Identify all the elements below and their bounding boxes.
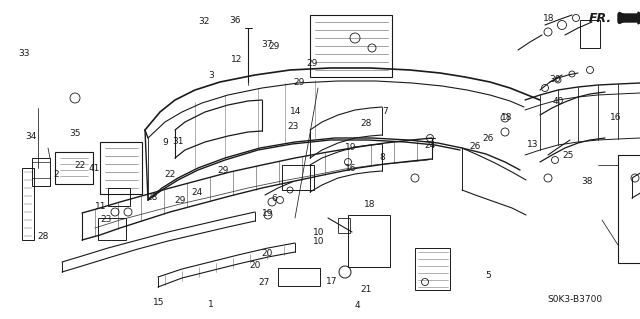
Text: 41: 41 [89, 164, 100, 173]
Text: 22: 22 [74, 161, 86, 170]
Text: 38: 38 [582, 177, 593, 186]
Text: 24: 24 [424, 141, 436, 150]
Text: 11: 11 [95, 202, 107, 211]
Bar [100, 142, 142, 194]
Text: 36: 36 [230, 16, 241, 25]
Text: 20: 20 [262, 249, 273, 258]
Text: 18: 18 [364, 200, 376, 209]
Text: 19: 19 [262, 209, 273, 218]
Text: 27: 27 [258, 278, 269, 287]
Text: 31: 31 [172, 137, 184, 146]
Text: 10: 10 [313, 228, 324, 237]
Bar [282, 165, 314, 190]
Bar [415, 248, 450, 290]
Text: 37: 37 [262, 40, 273, 48]
Bar [338, 218, 350, 233]
Text: 21: 21 [360, 285, 372, 294]
Text: 23: 23 [287, 122, 299, 131]
Text: 24: 24 [191, 189, 203, 197]
Text: 29: 29 [268, 42, 280, 51]
Text: 29: 29 [175, 196, 186, 205]
Text: 26: 26 [482, 134, 493, 143]
Text: 29: 29 [217, 166, 228, 175]
Text: 17: 17 [326, 277, 337, 286]
Text: 5: 5 [485, 271, 490, 280]
Text: S0K3-B3700: S0K3-B3700 [547, 295, 603, 305]
Text: 22: 22 [164, 170, 175, 179]
Text: 20: 20 [249, 261, 260, 270]
Text: 28: 28 [147, 193, 158, 202]
Text: 9: 9 [163, 138, 168, 147]
Bar [108, 188, 130, 206]
Text: 16: 16 [345, 164, 356, 173]
Bar [32, 158, 50, 186]
Text: 18: 18 [543, 14, 555, 23]
Text: 28: 28 [360, 119, 372, 128]
Text: 1: 1 [209, 300, 214, 309]
Text: 8: 8 [380, 153, 385, 162]
Bar [348, 215, 390, 267]
Text: 35: 35 [70, 129, 81, 138]
Text: 30: 30 [550, 75, 561, 84]
Text: 26: 26 [469, 142, 481, 151]
Bar [310, 15, 392, 77]
Text: 16: 16 [610, 113, 621, 122]
Text: 40: 40 [552, 97, 564, 106]
Text: 19: 19 [345, 143, 356, 152]
Text: 10: 10 [313, 237, 324, 246]
Bar [55, 152, 93, 184]
Bar [618, 155, 640, 263]
Text: 4: 4 [355, 301, 360, 310]
Text: FR.: FR. [588, 11, 612, 25]
Text: 7: 7 [383, 107, 388, 115]
Bar [278, 268, 320, 286]
Text: 6: 6 [271, 194, 276, 203]
Text: 3: 3 [209, 71, 214, 80]
Text: 15: 15 [153, 298, 164, 307]
FancyArrow shape [618, 12, 640, 24]
Text: 29: 29 [294, 78, 305, 87]
Text: 33: 33 [19, 49, 30, 58]
Text: 25: 25 [563, 151, 574, 160]
Text: 28: 28 [38, 232, 49, 241]
Text: 23: 23 [100, 215, 111, 224]
Bar [580, 20, 600, 48]
Text: 34: 34 [25, 132, 36, 141]
Text: 2: 2 [54, 170, 59, 179]
Bar [22, 168, 34, 240]
Text: 29: 29 [307, 59, 318, 68]
Bar [98, 218, 126, 240]
Text: 14: 14 [290, 107, 301, 115]
Text: 12: 12 [231, 55, 243, 63]
Text: 32: 32 [198, 17, 209, 26]
Text: 18: 18 [501, 113, 513, 122]
Text: 13: 13 [527, 140, 538, 149]
